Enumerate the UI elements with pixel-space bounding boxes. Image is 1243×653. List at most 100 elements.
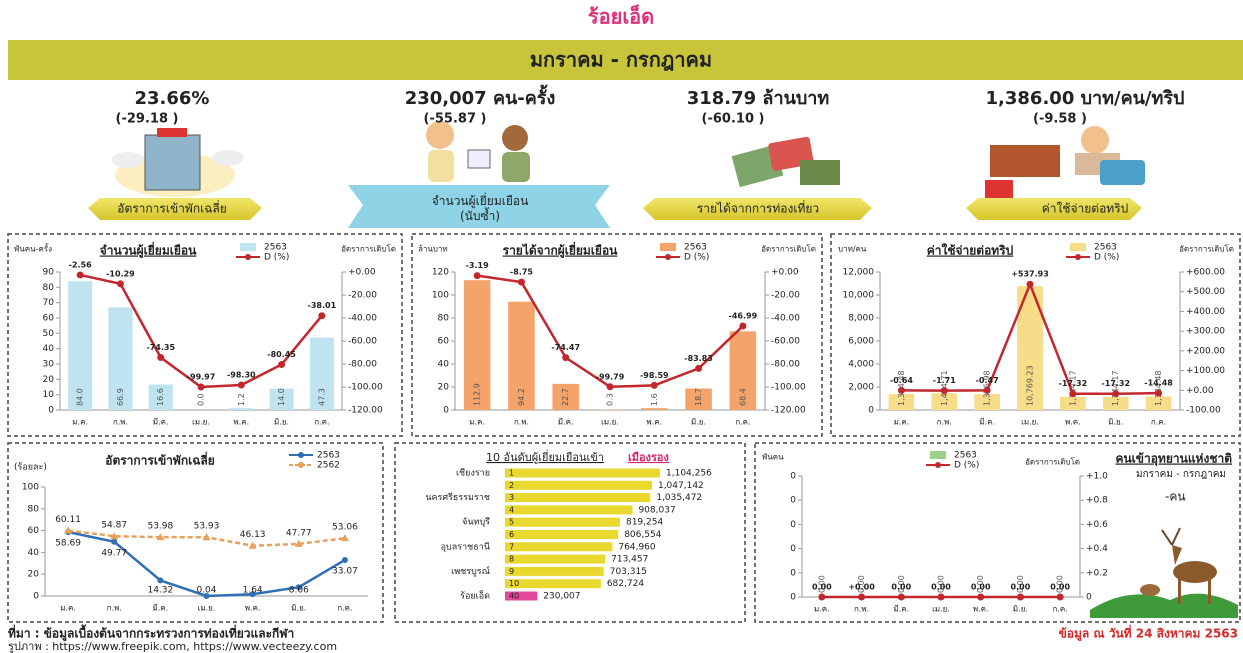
line-point <box>984 387 991 394</box>
line-value-label: -46.99 <box>729 312 758 321</box>
kpi-change: (-29.18 ) <box>116 112 179 127</box>
line-point <box>739 323 746 330</box>
bar <box>505 530 618 539</box>
y2-tick-label: +200.00 <box>1186 346 1225 356</box>
y-tick-label: 80 <box>438 314 450 324</box>
line-value-label: 53.93 <box>194 522 220 532</box>
rank-label: 1 <box>509 469 514 478</box>
money-illustration <box>732 136 840 187</box>
category-label: นครศรีธรรมราช <box>425 492 490 503</box>
line-value-label: -80.45 <box>267 350 296 359</box>
x-tick-label: ก.ค. <box>735 418 750 427</box>
line-point <box>474 272 481 279</box>
bar-value-label: 112.9 <box>473 383 482 406</box>
legend-label: D (%) <box>264 253 289 263</box>
legend-label: D (%) <box>1094 253 1119 263</box>
bar-value-label: 1,035,472 <box>656 493 702 503</box>
deer-illustration <box>1090 528 1238 618</box>
y2-axis-label: อัตราการเติบโต <box>761 244 816 254</box>
source-note: ที่มา : ข้อมูลเบื้องต้นจากกระทรวงการท่อง… <box>8 624 294 642</box>
y2-tick-label: -40.00 <box>348 314 377 324</box>
line-value-label: 49.77 <box>101 548 127 558</box>
bar-value-label: 908,037 <box>638 505 675 515</box>
traveller-illustration <box>426 121 530 182</box>
y2-tick-label: +300.00 <box>1186 327 1225 337</box>
y2-tick-label: -80.00 <box>771 360 800 370</box>
y-tick-label: 8,000 <box>848 314 874 324</box>
legend-marker <box>245 254 251 260</box>
y2-tick-label: -100.00 <box>348 383 383 393</box>
chart-title: อัตราการเข้าพักเฉลี่ย <box>105 452 215 468</box>
x-tick-label: มี.ค. <box>558 418 574 427</box>
legend-label: 2563 <box>264 243 287 253</box>
line-point <box>1155 390 1162 397</box>
bar-value-label: 1,104,256 <box>666 469 712 479</box>
line-point <box>198 383 205 390</box>
line-value-label: -98.59 <box>640 371 669 380</box>
x-tick-label: ก.พ. <box>514 418 529 427</box>
legend-marker <box>935 462 941 468</box>
x-tick-label: ม.ค. <box>469 418 485 427</box>
line-point <box>1057 594 1064 601</box>
bar-value-label: 1,047,142 <box>658 481 704 491</box>
y-axis-label: พันคน <box>762 453 784 462</box>
x-tick-label: มิ.ย. <box>691 418 706 427</box>
x-tick-label: ก.พ. <box>854 605 869 614</box>
bar-value-label: 16.6 <box>156 388 165 406</box>
y-tick-label: 10 <box>43 390 55 400</box>
y-tick-label: 0 <box>790 544 796 554</box>
y-tick-label: 0 <box>790 472 796 482</box>
line-value-label: -17.32 <box>1101 379 1130 388</box>
line-value-label: -14.48 <box>1144 379 1173 388</box>
y-tick-label: 0 <box>868 406 874 416</box>
bar-value-label: 682,724 <box>607 579 644 589</box>
legend-swatch <box>930 451 946 459</box>
y2-tick-label: -20.00 <box>348 291 377 301</box>
line-value-label: 46.13 <box>240 530 266 540</box>
bar-value-label: 47.3 <box>317 388 326 406</box>
y-tick-label: 40 <box>43 344 55 354</box>
y-tick-label: 60 <box>438 337 450 347</box>
line-point <box>977 594 984 601</box>
line-value-label: 14.32 <box>147 586 173 596</box>
line-value-label: -0.47 <box>976 376 999 385</box>
y2-axis-label: อัตราการเติบโต <box>1179 244 1234 254</box>
y-tick-label: 40 <box>438 360 450 370</box>
x-tick-label: พ.ค. <box>233 418 249 427</box>
y-axis-label: ล้านบาท <box>418 245 448 254</box>
line-value-label: +537.93 <box>1011 270 1049 279</box>
y-tick-label: 0 <box>790 593 796 603</box>
y-tick-label: 90 <box>43 268 55 278</box>
bar <box>505 555 605 564</box>
page-title: ร้อยเอ็ด <box>588 4 654 29</box>
rank-label: 4 <box>509 505 514 514</box>
line-point <box>562 354 569 361</box>
bar-value-label: 18.7 <box>694 388 703 406</box>
y2-tick-label: +0.00 <box>348 268 376 278</box>
bar <box>505 469 660 478</box>
chart-title: จำนวนผู้เยี่ยมเยือน <box>100 242 197 259</box>
bar-value-label: 806,554 <box>624 530 661 540</box>
kpi-change: (-9.58 ) <box>1033 112 1087 127</box>
y2-tick-label: +600.00 <box>1186 268 1225 278</box>
line-point <box>695 365 702 372</box>
x-tick-label: เม.ย. <box>198 604 216 613</box>
y-tick-label: 50 <box>43 329 55 339</box>
line-value-label: -1.71 <box>933 376 956 385</box>
line-value-label: -98.30 <box>227 371 256 380</box>
chart-subtitle: เมืองรอง <box>628 451 669 464</box>
bar <box>229 408 253 410</box>
x-tick-label: มี.ค. <box>893 605 909 614</box>
kpi-value: 23.66% <box>135 88 210 109</box>
y2-tick-label: -100.00 <box>1186 406 1221 416</box>
line-point <box>203 533 211 540</box>
kpi-change: (-60.10 ) <box>702 112 765 127</box>
bar <box>505 579 601 588</box>
line-point <box>898 594 905 601</box>
line-value-label: -99.79 <box>596 372 625 381</box>
y-tick-label: 0 <box>48 406 54 416</box>
legend-label: D (%) <box>954 461 979 471</box>
bar-value-label: 14.0 <box>277 388 286 406</box>
kpi-label: (นับซ้ำ) <box>460 207 500 223</box>
y-tick-label: 60 <box>28 526 40 536</box>
